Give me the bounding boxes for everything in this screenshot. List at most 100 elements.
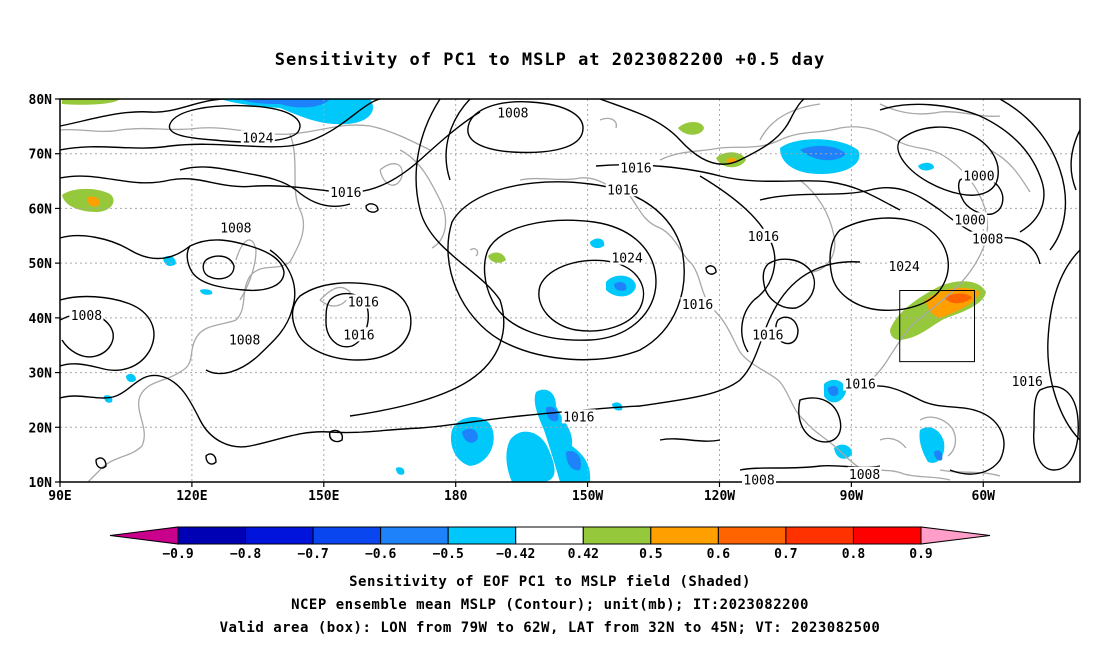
contour-label: 1008 [972, 233, 1003, 248]
lon-label: 60W [972, 489, 996, 504]
contour-label: 1016 [607, 183, 638, 198]
colorbar-bin [312, 526, 382, 545]
lat-label: 50N [29, 257, 53, 272]
colorbar-label: 0.7 [774, 547, 797, 562]
map-frame [59, 98, 1081, 483]
shade-negative [834, 444, 852, 459]
lon-label: 180 [444, 489, 468, 504]
lat-label: 80N [29, 93, 53, 108]
lon-label: 150W [572, 489, 603, 504]
contour-label: 1000 [954, 213, 985, 228]
contour-label-bg [605, 182, 640, 197]
shade-negative-core [546, 406, 559, 422]
shade-positive [678, 122, 704, 135]
colorbar-label: −0.42 [496, 547, 535, 562]
colorbar: −0.9 −0.8 −0.7 −0.6 −0.5 −0.42 0.42 0.5 0.6 0.7 0.… [109, 526, 991, 562]
colorbar-label: 0.6 [707, 547, 731, 562]
contour-label: 1016 [748, 230, 779, 245]
colorbar-over-arrow [920, 526, 991, 545]
shade-positive-core [87, 196, 100, 207]
lat-label: 30N [29, 367, 53, 382]
colorbar-label: −0.6 [365, 547, 396, 562]
colorbar-bin [380, 526, 449, 545]
sensitivity-shading [62, 99, 986, 482]
colorbar-label: −0.9 [162, 547, 193, 562]
lon-label: 120E [176, 489, 207, 504]
colorbar-bin [177, 526, 247, 545]
contour-label-bg [218, 220, 253, 235]
shade-negative [220, 99, 374, 125]
colorbar-label: −0.8 [230, 547, 261, 562]
colorbar-label: 0.8 [842, 547, 866, 562]
shade-negative-core [934, 450, 943, 461]
caption-contour: NCEP ensemble mean MSLP (Contour); unit(… [291, 597, 809, 613]
contour-label: 1016 [1012, 375, 1043, 390]
shade-negative [126, 373, 136, 383]
contour-label: 1024 [611, 252, 642, 267]
contour-label-bg [847, 466, 882, 481]
contour-label-bg [240, 130, 275, 145]
colorbar-bin [245, 526, 314, 545]
contour-label: 1016 [348, 295, 379, 310]
colorbar-label: 0.5 [639, 547, 662, 562]
colorbar-label: −0.7 [297, 547, 328, 562]
lat-lon-grid [60, 99, 1080, 482]
contour-label-bg [680, 297, 715, 312]
contour-label: 1008 [743, 473, 774, 488]
contour-label-bg [746, 228, 781, 243]
shade-negative [506, 431, 555, 482]
colorbar-label: 0.9 [909, 547, 932, 562]
lat-label: 40N [29, 312, 53, 327]
shade-positive-core [944, 293, 972, 304]
lon-label: 150E [308, 489, 339, 504]
contour-label-bg [843, 376, 878, 391]
lat-label: 70N [29, 148, 53, 163]
shade-negative [918, 162, 934, 171]
caption-valid-area: Valid area (box): LON from 79W to 62W, L… [219, 620, 881, 636]
mslp-contours [60, 99, 1080, 475]
contour-label: 1016 [330, 186, 361, 201]
shade-positive [488, 252, 506, 263]
contour-labels: 1008 1024 1016 1016 1000 1016 1008 1000 1016 1008… [69, 105, 1045, 488]
contour-label: 1016 [682, 298, 713, 313]
contour-label-bg [742, 472, 777, 487]
shade-negative [104, 395, 113, 403]
lat-label: 60N [29, 202, 53, 217]
colorbar-label: −0.5 [433, 547, 464, 562]
colorbar-label: 0.42 [568, 547, 599, 562]
shade-negative-core [828, 386, 839, 396]
contour-label: 1024 [242, 131, 273, 146]
shade-negative [200, 289, 213, 295]
valid-area-box [899, 290, 975, 363]
shade-negative [612, 402, 623, 411]
contour-label: 1008 [849, 468, 880, 483]
colorbar-bin [785, 526, 854, 545]
contour-label: 1008 [229, 334, 260, 349]
contour-label-bg [341, 327, 376, 342]
contour-label: 1016 [343, 328, 374, 343]
shade-positive [62, 99, 120, 105]
contour-label-bg [227, 332, 262, 347]
contour-label: 1016 [563, 410, 594, 425]
contour-label: 1000 [963, 170, 994, 185]
contour-label: 1008 [497, 107, 528, 122]
colorbar-bin [852, 526, 922, 545]
contour-label-bg [953, 212, 988, 227]
shade-negative-core [614, 282, 627, 291]
contour-label: 1016 [620, 161, 651, 176]
lat-label: 10N [29, 476, 53, 491]
contour-label-bg [346, 294, 381, 309]
shade-negative-core [240, 99, 330, 108]
contour-label-bg [887, 258, 922, 273]
shade-negative [396, 467, 405, 475]
shade-negative-core [800, 145, 846, 161]
lat-label: 20N [29, 421, 53, 436]
contour-label-bg [750, 327, 785, 342]
colorbar-bin [650, 526, 719, 545]
contour-label: 1008 [71, 309, 102, 324]
lon-label: 90W [840, 489, 864, 504]
contour-label-bg [328, 185, 363, 200]
lon-label: 120W [704, 489, 735, 504]
